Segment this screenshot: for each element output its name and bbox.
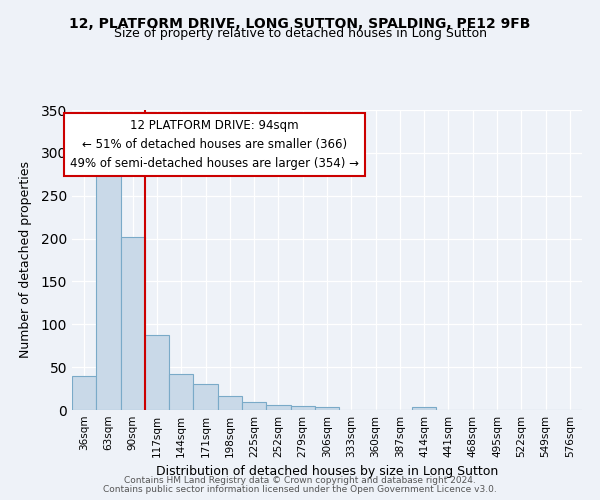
Text: Contains HM Land Registry data © Crown copyright and database right 2024.: Contains HM Land Registry data © Crown c… (124, 476, 476, 485)
Bar (193, 384, 218, 410)
Bar (266, 405, 290, 410)
X-axis label: Distribution of detached houses by size in Long Sutton: Distribution of detached houses by size … (156, 466, 498, 478)
Bar (218, 396, 242, 410)
Bar (412, 408, 436, 410)
Text: 12 PLATFORM DRIVE: 94sqm
← 51% of detached houses are smaller (366)
49% of semi-: 12 PLATFORM DRIVE: 94sqm ← 51% of detach… (70, 119, 359, 170)
Bar (315, 408, 339, 410)
Bar (96, 162, 121, 410)
Bar (242, 402, 266, 410)
Text: Size of property relative to detached houses in Long Sutton: Size of property relative to detached ho… (113, 28, 487, 40)
Bar (169, 374, 193, 410)
Bar (121, 237, 145, 410)
Bar (145, 334, 169, 410)
Bar (290, 406, 315, 410)
Text: 12, PLATFORM DRIVE, LONG SUTTON, SPALDING, PE12 9FB: 12, PLATFORM DRIVE, LONG SUTTON, SPALDIN… (70, 18, 530, 32)
Text: Contains public sector information licensed under the Open Government Licence v3: Contains public sector information licen… (103, 485, 497, 494)
Bar (72, 376, 96, 410)
Y-axis label: Number of detached properties: Number of detached properties (19, 162, 32, 358)
